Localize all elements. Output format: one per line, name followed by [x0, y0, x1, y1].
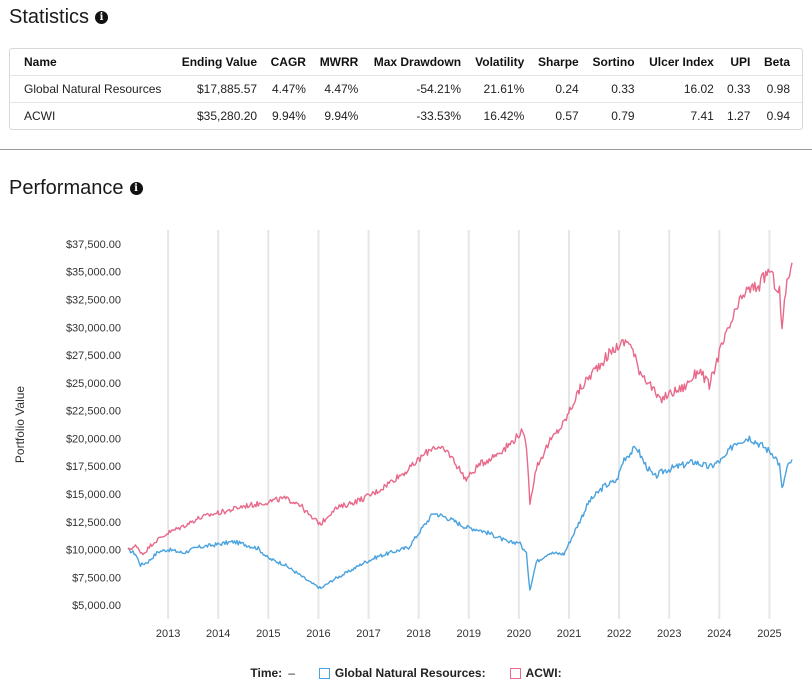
series-line-acwi: [127, 262, 793, 556]
column-header-sharpe[interactable]: Sharpe: [538, 55, 579, 69]
y-tick-label: $20,000.00: [66, 433, 121, 445]
cell-sortino: 0.79: [584, 102, 641, 129]
cell-sharpe: 0.24: [530, 75, 585, 103]
statistics-title: Statistics: [9, 6, 90, 28]
cell-cagr: 4.47%: [263, 75, 312, 103]
cell-sharpe: 0.57: [530, 102, 585, 129]
x-tick-label: 2015: [256, 628, 280, 640]
x-tick-label: 2017: [356, 628, 380, 640]
y-tick-label: $7,500.00: [72, 572, 121, 584]
y-tick-label: $32,500.00: [66, 294, 121, 306]
column-header-mwrr[interactable]: MWRR: [319, 55, 359, 69]
cell-ulcer-index: 7.41: [640, 102, 720, 129]
y-axis-label: Portfolio Value: [13, 386, 27, 463]
statistics-table-container: Name Ending Value CAGR MWRR Max Drawdown…: [9, 48, 803, 130]
cell-sortino: 0.33: [584, 75, 641, 103]
x-tick-label: 2023: [657, 628, 681, 640]
cell-max-drawdown: -33.53%: [364, 102, 468, 129]
performance-heading: Performance i: [9, 177, 143, 200]
y-tick-label: $17,500.00: [66, 461, 121, 473]
performance-title: Performance: [9, 177, 124, 199]
section-divider: [0, 149, 812, 150]
legend-swatch-icon: [318, 667, 330, 679]
legend-swatch-icon: [509, 667, 521, 679]
x-tick-label: 2016: [306, 628, 330, 640]
legend-time-label: Time:: [250, 666, 283, 680]
cell-ending-value: $35,280.20: [172, 102, 264, 129]
column-header-sortino[interactable]: Sortino: [592, 55, 635, 69]
cell-upi: 0.33: [719, 75, 757, 103]
cell-ulcer-index: 16.02: [640, 75, 720, 103]
column-header-volatility[interactable]: Volatility: [475, 55, 525, 69]
legend-item-acwi[interactable]: ACWI:: [509, 666, 562, 680]
y-tick-label: $27,500.00: [66, 350, 121, 362]
cell-beta: 0.98: [756, 75, 802, 103]
chart-legend: Time: – Global Natural Resources: ACWI:: [0, 666, 812, 680]
x-tick-label: 2018: [406, 628, 430, 640]
y-tick-label: $30,000.00: [66, 322, 121, 334]
y-tick-label: $12,500.00: [66, 517, 121, 529]
series-line-global-natural-resources: [127, 435, 793, 591]
table-row: Global Natural Resources $17,885.57 4.47…: [10, 75, 802, 103]
cell-name: Global Natural Resources: [10, 75, 173, 103]
info-icon[interactable]: i: [129, 182, 143, 195]
table-row: ACWI $35,280.20 9.94% 9.94% -33.53% 16.4…: [10, 102, 802, 129]
y-tick-label: $35,000.00: [66, 267, 121, 279]
x-tick-label: 2014: [206, 628, 230, 640]
cell-volatility: 16.42%: [467, 102, 531, 129]
y-tick-label: $5,000.00: [72, 600, 121, 612]
x-tick-label: 2025: [757, 628, 781, 640]
statistics-table: Name Ending Value CAGR MWRR Max Drawdown…: [10, 49, 802, 129]
x-tick-label: 2024: [707, 628, 731, 640]
legend-label: ACWI:: [525, 666, 562, 680]
cell-upi: 1.27: [719, 102, 757, 129]
cell-beta: 0.94: [756, 102, 802, 129]
cell-ending-value: $17,885.57: [172, 75, 264, 103]
performance-chart[interactable]: 2013 2014 2015 2016 2017 2018 2019 2020 2021 2022…: [0, 205, 812, 660]
legend-label: Global Natural Resources:: [334, 666, 486, 680]
cell-mwrr: 4.47%: [311, 75, 365, 103]
y-tick-label: $25,000.00: [66, 378, 121, 390]
cell-volatility: 21.61%: [467, 75, 531, 103]
column-header-ulcer-index[interactable]: Ulcer Index: [649, 55, 714, 69]
legend-time-value: –: [288, 666, 295, 680]
cell-mwrr: 9.94%: [311, 102, 365, 129]
y-tick-label: $37,500.00: [66, 239, 121, 251]
column-header-upi[interactable]: UPI: [730, 55, 751, 69]
cell-name: ACWI: [10, 102, 173, 129]
legend-item-global-natural-resources[interactable]: Global Natural Resources:: [318, 666, 486, 680]
y-tick-label: $10,000.00: [66, 545, 121, 557]
statistics-heading: Statistics i: [9, 6, 109, 29]
table-header-row: Name Ending Value CAGR MWRR Max Drawdown…: [10, 49, 802, 76]
x-tick-label: 2021: [557, 628, 581, 640]
x-tick-label: 2013: [156, 628, 180, 640]
column-header-max-drawdown[interactable]: Max Drawdown: [373, 55, 462, 69]
x-tick-label: 2020: [507, 628, 531, 640]
x-tick-label: 2022: [607, 628, 631, 640]
cell-max-drawdown: -54.21%: [364, 75, 468, 103]
cell-cagr: 9.94%: [263, 102, 312, 129]
x-tick-label: 2019: [457, 628, 481, 640]
y-tick-label: $22,500.00: [66, 406, 121, 418]
info-icon[interactable]: i: [95, 11, 109, 24]
column-header-ending-value[interactable]: Ending Value: [181, 55, 258, 69]
y-tick-label: $15,000.00: [66, 489, 121, 501]
column-header-beta[interactable]: Beta: [763, 55, 790, 69]
column-header-cagr[interactable]: CAGR: [270, 55, 306, 69]
column-header-name[interactable]: Name: [24, 55, 57, 69]
